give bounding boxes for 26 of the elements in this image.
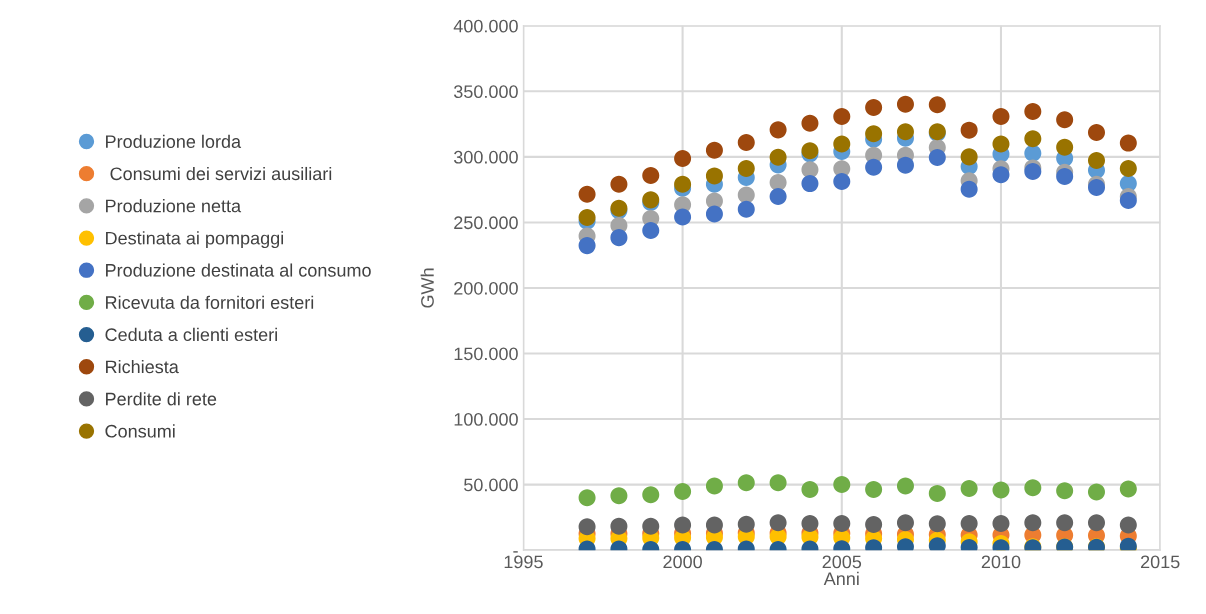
y-tick-label: 150.000	[454, 347, 518, 361]
legend-label: Ricevuta da fornitori esteri	[106, 295, 314, 309]
x-tick-label: 1995	[504, 555, 543, 569]
y-tick-label: 200.000	[454, 281, 518, 295]
legend-label: Produzione netta	[106, 199, 242, 213]
x-tick-label: 2005	[822, 555, 862, 569]
legend-label: Produzione lorda	[106, 134, 242, 149]
y-axis-title: GWh	[420, 268, 434, 308]
legend-label: Consumi	[105, 424, 175, 438]
legend-label: Ceduta a clienti esteri	[105, 327, 277, 342]
legend-label: Richiesta	[106, 360, 179, 374]
y-tick-label: 100.000	[454, 412, 518, 426]
y-tick-label: 350.000	[453, 85, 518, 99]
x-axis-title: Anni	[823, 571, 859, 585]
y-tick-label: 50.000	[464, 478, 518, 492]
y-tick-label: 250.000	[454, 216, 518, 230]
x-tick-label: 2010	[981, 555, 1021, 569]
legend-label: Consumi dei servizi ausiliari	[110, 166, 332, 181]
y-tick-label: -	[513, 551, 518, 553]
y-tick-label: 400.000	[453, 19, 518, 33]
legend-label: Perdite di rete	[106, 392, 217, 406]
x-tick-label: 2015	[1141, 555, 1180, 569]
legend-label: Produzione destinata al consumo	[106, 263, 371, 277]
legend-label: Destinata ai pompaggi	[106, 231, 284, 249]
x-tick-label: 2000	[663, 555, 702, 569]
y-tick-label: 300.000	[453, 150, 518, 164]
